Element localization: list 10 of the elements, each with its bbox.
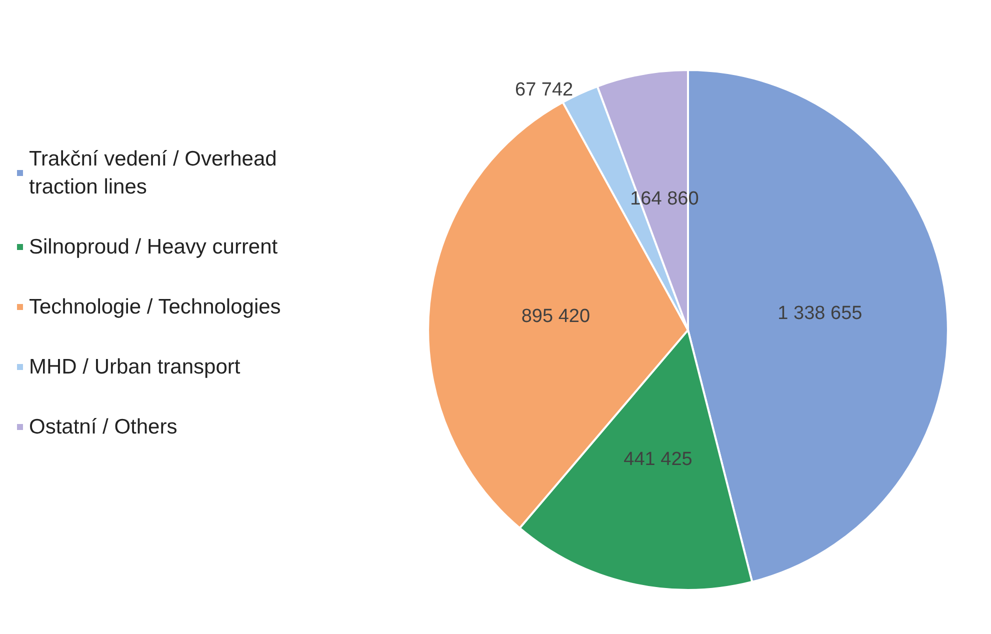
data-label: 895 420 — [521, 306, 590, 328]
data-label: 164 860 — [630, 188, 699, 210]
data-label: 1 338 655 — [778, 302, 862, 324]
legend-label: Technologie / Technologies — [29, 296, 281, 318]
legend-label: Silnoproud / Heavy current — [29, 236, 278, 258]
legend-label: Trakční vedení / Overhead traction lines — [29, 148, 283, 198]
legend-label: Ostatní / Others — [29, 416, 178, 438]
legend-label: MHD / Urban transport — [29, 356, 240, 378]
data-label: 67 742 — [514, 80, 574, 101]
data-label: 441 425 — [624, 449, 692, 470]
